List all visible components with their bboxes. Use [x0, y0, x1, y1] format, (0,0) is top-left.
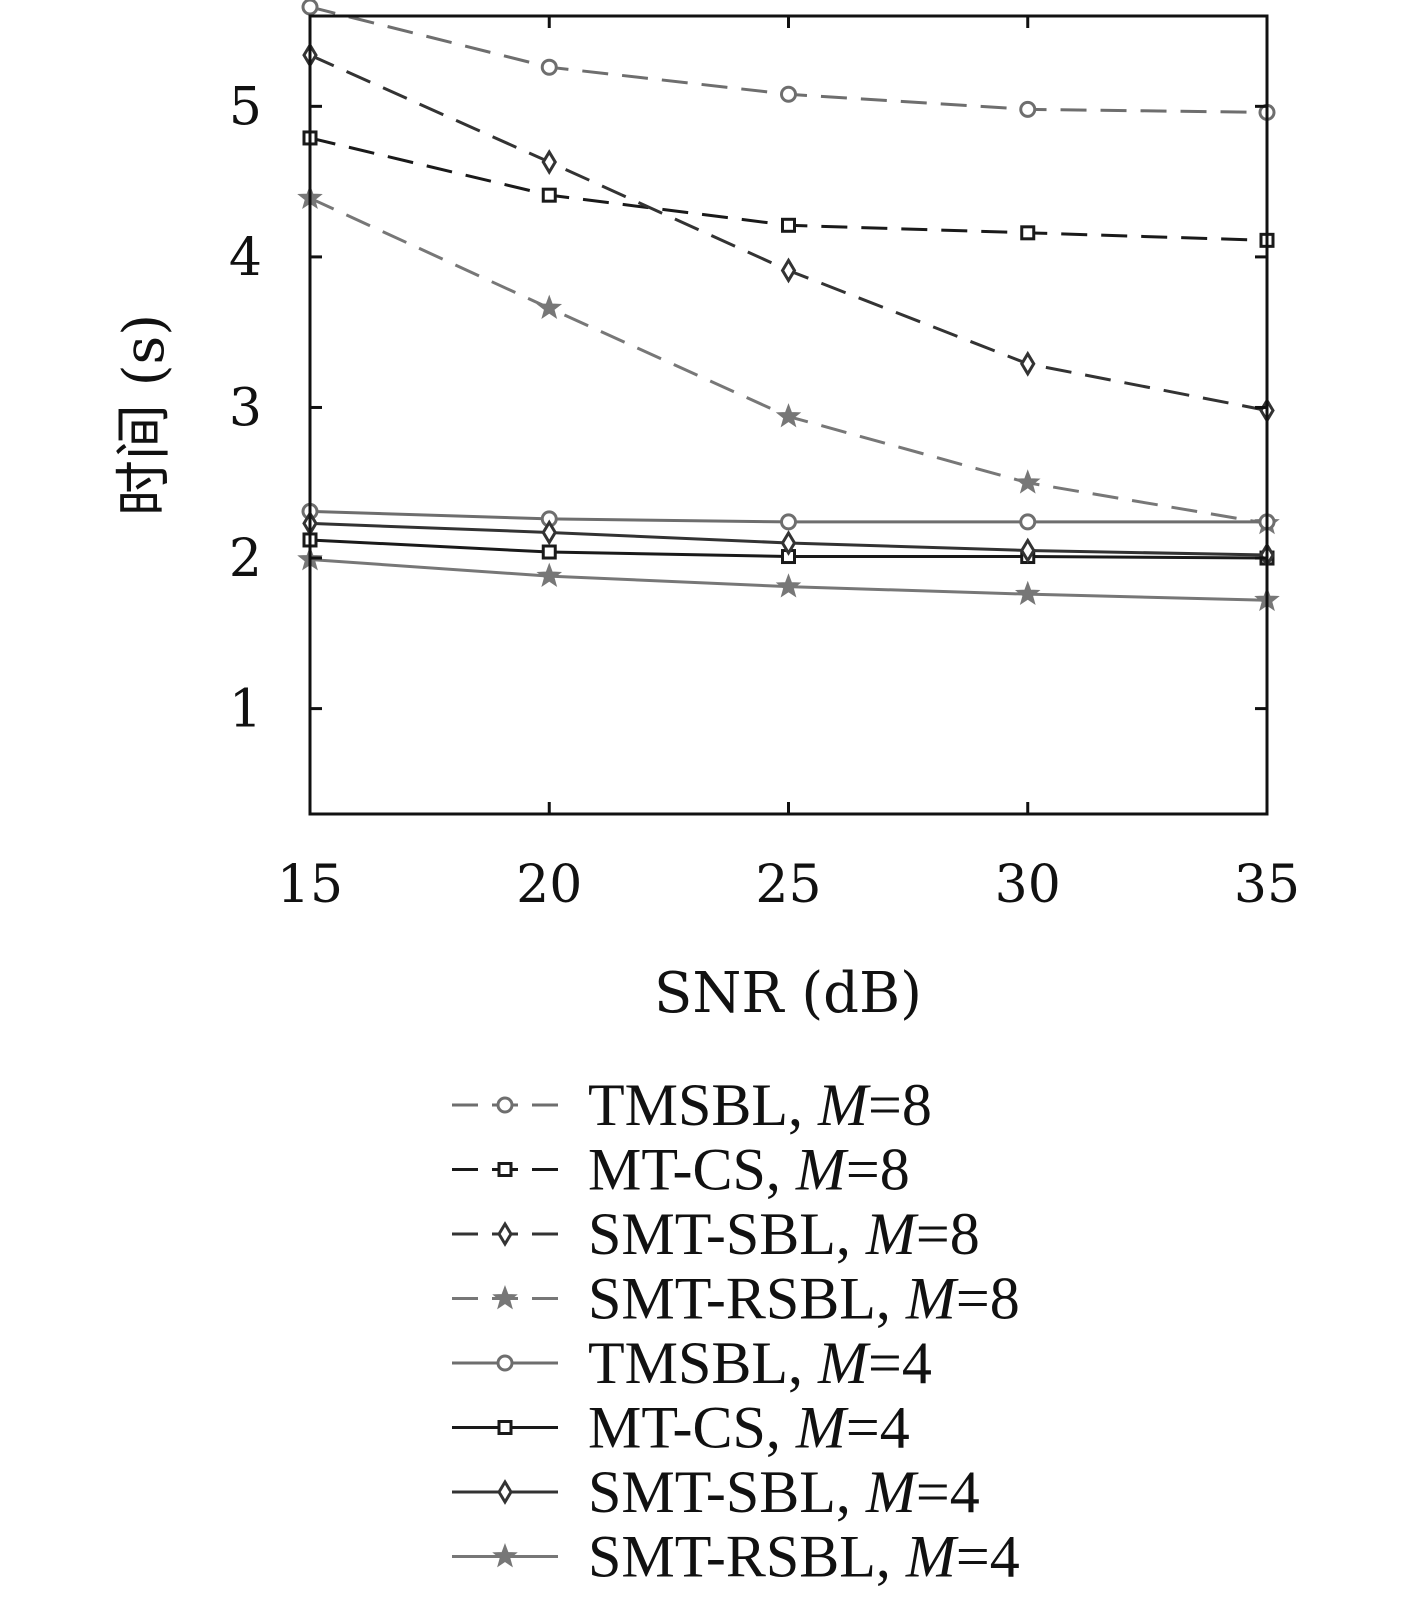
legend-entry-mt-cs-m-8: MT-CS, M=8 [452, 1137, 910, 1203]
legend-diamond-marker [497, 1221, 513, 1247]
x-tick-label: 35 [1234, 855, 1300, 915]
data-point-diamond-marker [541, 149, 557, 175]
series-mt-cs-m-8 [302, 130, 1275, 248]
data-point-star-marker [536, 294, 563, 319]
data-point-diamond-marker [780, 530, 797, 556]
series-tmsbl-m-8 [301, 0, 1276, 121]
y-tick-label: 3 [229, 378, 262, 438]
data-point-diamond-marker [780, 257, 797, 284]
x-axis-label: SNR (dB) [654, 961, 922, 1026]
data-point-square-marker [541, 544, 557, 560]
legend-entry-smt-sbl-m-8: SMT-SBL, M=8 [452, 1201, 980, 1267]
data-point-square-marker [541, 187, 557, 203]
series-line-smt-rsbl-m-8 [309, 196, 1268, 525]
data-point-square-marker [1020, 225, 1036, 241]
legend-label: SMT-SBL, M=4 [588, 1459, 980, 1525]
legend-diamond-marker [497, 1479, 513, 1505]
x-tick-label: 15 [277, 855, 343, 915]
data-point-circle-marker [540, 58, 558, 76]
legend-label: MT-CS, M=8 [588, 1137, 910, 1203]
data-point-diamond-marker [1020, 350, 1036, 377]
axis-ticks: 15 20 25 30 35 1 2 3 4 5 [229, 16, 1300, 915]
data-point-diamond-marker [1020, 537, 1036, 564]
legend-entry-smt-rsbl-m-4: SMT-RSBL, M=4 [452, 1524, 1020, 1590]
legend-square-marker [497, 1420, 513, 1435]
legend-square-marker [497, 1162, 513, 1177]
legend-entry-tmsbl-m-4: TMSBL, M=4 [452, 1330, 932, 1396]
data-point-diamond-marker [541, 519, 557, 546]
y-tick-label: 5 [229, 77, 262, 137]
data-point-star-marker [1014, 469, 1041, 494]
legend-star-marker [492, 1543, 518, 1568]
legend-label: TMSBL, M=4 [588, 1330, 932, 1396]
series-smt-rsbl-m-8 [297, 184, 1280, 535]
data-point-circle-marker [1019, 100, 1037, 118]
legend-label: SMT-SBL, M=8 [588, 1201, 980, 1267]
legend-label: TMSBL, M=8 [588, 1072, 932, 1138]
data-point-circle-marker [780, 85, 797, 103]
data-point-star-marker [536, 562, 563, 587]
legend-entry-smt-rsbl-m-8: SMT-RSBL, M=8 [452, 1266, 1020, 1332]
x-tick-label: 20 [516, 855, 582, 915]
legend-circle-marker [496, 1096, 514, 1114]
series-line-smt-sbl-m-8 [309, 53, 1268, 412]
data-point-star-marker [1014, 580, 1041, 606]
legend-entry-smt-sbl-m-4: SMT-SBL, M=4 [452, 1459, 980, 1525]
data-point-star-marker [775, 403, 802, 428]
legend-entry-tmsbl-m-8: TMSBL, M=8 [452, 1072, 932, 1138]
data-point-circle-marker [780, 513, 797, 531]
y-tick-label: 4 [229, 228, 262, 288]
data-point-star-marker [775, 573, 802, 598]
data-point-square-marker [781, 217, 796, 233]
data-point-circle-marker [1019, 513, 1037, 531]
y-tick-label: 2 [229, 529, 262, 589]
legend-label: SMT-RSBL, M=4 [588, 1524, 1020, 1590]
legend-label: MT-CS, M=4 [588, 1395, 910, 1461]
x-tick-label: 30 [995, 855, 1061, 915]
legend-entry-mt-cs-m-4: MT-CS, M=4 [452, 1395, 910, 1461]
legend-star-marker [492, 1285, 518, 1310]
series-tmsbl-m-4 [301, 502, 1276, 531]
data-point-circle-marker [301, 0, 319, 16]
y-tick-label: 1 [229, 680, 262, 740]
legend-circle-marker [496, 1354, 514, 1372]
x-tick-label: 25 [755, 855, 821, 915]
y-axis-label: 时间 (s) [112, 314, 177, 516]
legend-label: SMT-RSBL, M=8 [588, 1266, 1020, 1332]
plot-layer [297, 0, 1280, 612]
